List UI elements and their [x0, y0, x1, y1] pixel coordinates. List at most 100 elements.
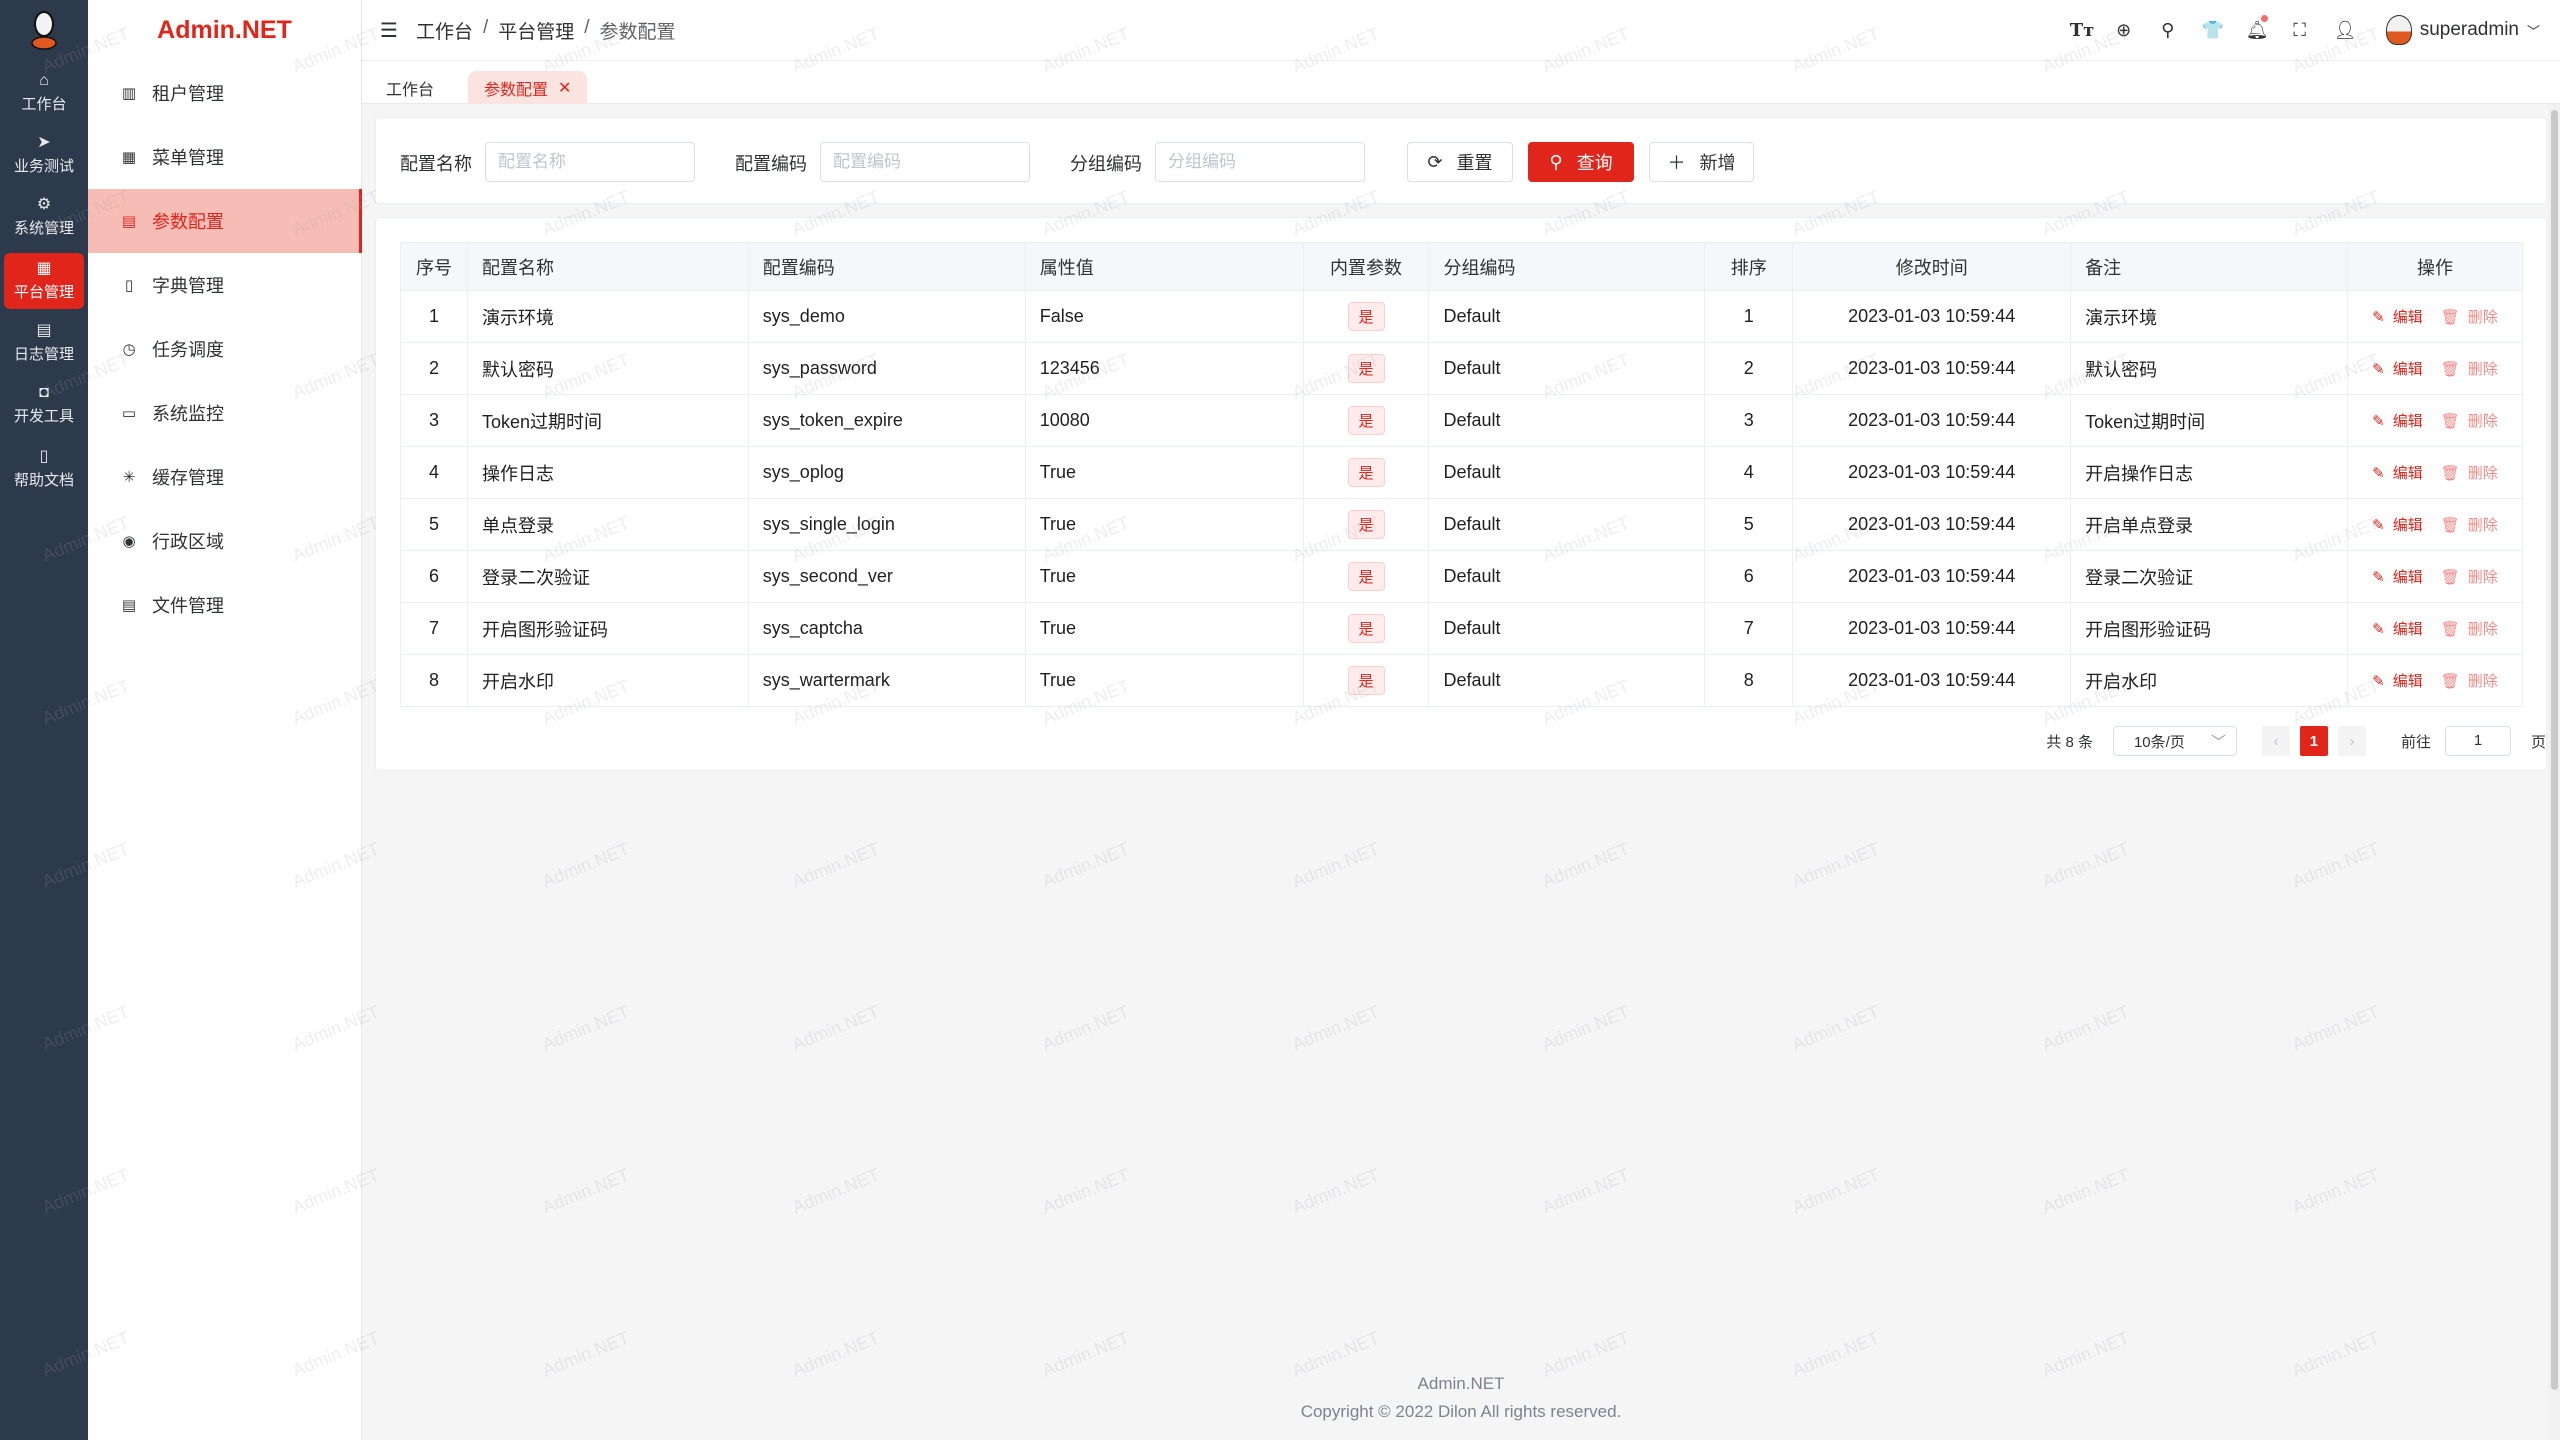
config-code-input[interactable]: 配置编码: [820, 142, 1030, 182]
submenu-item[interactable]: ▭ 系统监控: [88, 381, 362, 445]
table-cell: 8: [400, 654, 468, 707]
submenu-item[interactable]: ▤ 参数配置: [88, 189, 362, 253]
builtin-tag: 是: [1347, 614, 1385, 643]
column-header: 分组编码: [1428, 242, 1706, 291]
table-card: 序号 配置名称 配置编码 属性值 内置参数 分组编码 排序 修改时间 备注 操作 1 演示环境 sys…: [375, 217, 2547, 771]
theme-shirt-icon[interactable]: 👕: [2201, 19, 2225, 40]
close-icon[interactable]: ✕: [558, 79, 572, 97]
group-code-input[interactable]: 分组编码: [1155, 142, 1365, 182]
edit-button[interactable]: ✎ 编辑: [2372, 358, 2423, 379]
prev-page-button[interactable]: ‹: [2261, 726, 2290, 756]
table-cell: 5: [400, 498, 468, 551]
rail-item[interactable]: ⌂ 工作台: [4, 65, 84, 121]
collapse-menu-icon[interactable]: ☰: [380, 19, 398, 42]
rail-item[interactable]: ⚙ 系统管理: [4, 189, 84, 245]
watermark: Admin.NET: [539, 1001, 633, 1055]
table-cell: Token过期时间: [466, 394, 749, 447]
rail-item[interactable]: ▯ 帮助文档: [4, 441, 84, 497]
breadcrumb-current: 参数配置: [599, 21, 676, 43]
submenu-item[interactable]: ▯ 字典管理: [88, 253, 362, 317]
trash-icon: 🗑︎: [2440, 464, 2460, 482]
breadcrumb-item[interactable]: 平台管理: [498, 21, 575, 43]
edit-icon: ✎: [2372, 516, 2385, 534]
table-cell: 开启水印: [2070, 654, 2348, 707]
reset-button[interactable]: ⟳ 重置: [1407, 142, 1513, 182]
trash-icon: 🗑︎: [2440, 568, 2460, 586]
edit-button[interactable]: ✎ 编辑: [2372, 618, 2423, 639]
delete-button[interactable]: 🗑︎ 删除: [2441, 410, 2498, 431]
edit-button[interactable]: ✎ 编辑: [2372, 670, 2423, 691]
table-cell: 开启图形验证码: [2070, 602, 2348, 655]
rail-item[interactable]: ➤ 业务测试: [4, 127, 84, 183]
submenu-item-label: 行政区域: [152, 532, 224, 552]
page-1-button[interactable]: 1: [2299, 726, 2328, 756]
book-icon: ▯: [39, 448, 49, 465]
query-button[interactable]: ⚲ 查询: [1528, 142, 1634, 182]
rail-item[interactable]: ▤ 日志管理: [4, 315, 84, 371]
actions-cell: ✎ 编辑 🗑︎ 删除: [2346, 654, 2524, 707]
submenu-item[interactable]: ▤ 文件管理: [88, 573, 362, 637]
bell-icon[interactable]: 🔔︎: [2246, 14, 2269, 41]
table-cell: sys_oplog: [747, 446, 1026, 499]
tab-workbench[interactable]: 工作台: [370, 71, 450, 104]
column-header: 排序: [1704, 242, 1794, 291]
loading-icon: ✳: [122, 469, 136, 486]
delete-button[interactable]: 🗑︎ 删除: [2441, 358, 2498, 379]
delete-button[interactable]: 🗑︎ 删除: [2441, 566, 2498, 587]
builtin-tag: 是: [1347, 354, 1385, 383]
delete-button[interactable]: 🗑︎ 删除: [2441, 670, 2498, 691]
font-size-icon[interactable]: Tт: [2069, 19, 2095, 41]
column-header: 修改时间: [1792, 242, 2072, 291]
page-suffix: 页: [2530, 733, 2546, 751]
actions-cell: ✎ 编辑 🗑︎ 删除: [2346, 550, 2524, 603]
rail-item[interactable]: ▦ 平台管理: [4, 253, 84, 309]
delete-button[interactable]: 🗑︎ 删除: [2441, 618, 2498, 639]
search-icon[interactable]: ⚲: [2161, 19, 2175, 40]
watermark: Admin.NET: [1039, 838, 1133, 892]
delete-button[interactable]: 🗑︎ 删除: [2441, 514, 2498, 535]
edit-button[interactable]: ✎ 编辑: [2372, 410, 2423, 431]
submenu-item-label: 字典管理: [152, 276, 224, 296]
add-button[interactable]: ＋ 新增: [1649, 142, 1754, 182]
language-icon[interactable]: ⊕: [2116, 19, 2132, 40]
search-icon: ⚲: [1549, 151, 1563, 172]
next-page-button[interactable]: ›: [2337, 726, 2366, 756]
scrollbar-thumb[interactable]: [2551, 110, 2558, 1390]
edit-button[interactable]: ✎ 编辑: [2372, 514, 2423, 535]
chevron-down-icon: ﹀: [2210, 733, 2226, 751]
actions-cell: ✎ 编辑 🗑︎ 删除: [2346, 342, 2524, 395]
config-name-input[interactable]: 配置名称: [485, 142, 695, 182]
submenu-item[interactable]: ✳ 缓存管理: [88, 445, 362, 509]
table-cell: 开启操作日志: [2070, 446, 2348, 499]
rail-item[interactable]: ◘ 开发工具: [4, 377, 84, 433]
page-size-select[interactable]: 10条/页 ﹀: [2112, 726, 2237, 756]
submenu-item[interactable]: ▦ 菜单管理: [88, 125, 362, 189]
edit-button[interactable]: ✎ 编辑: [2372, 462, 2423, 483]
chevron-down-icon: ﹀: [2526, 23, 2540, 39]
breadcrumb-item[interactable]: 工作台: [415, 21, 473, 43]
submenu-item[interactable]: ◉ 行政区域: [88, 509, 362, 573]
table-cell: Default: [1428, 446, 1706, 499]
fullscreen-icon[interactable]: ⛶: [2293, 19, 2306, 40]
rail-item-label: 系统管理: [13, 220, 74, 237]
edit-button[interactable]: ✎ 编辑: [2372, 566, 2423, 587]
search-form: 配置名称 配置名称 配置编码 配置编码 分组编码 分组编码 ⟳ 重置 ⚲ 查询 ＋ 新…: [375, 117, 2547, 204]
refresh-icon: ⟳: [1427, 151, 1443, 172]
submenu-item[interactable]: ▥ 租户管理: [88, 61, 362, 125]
delete-button[interactable]: 🗑︎ 删除: [2441, 306, 2498, 327]
edit-label: 编辑: [2392, 621, 2423, 639]
table-cell: 2023-01-03 10:59:44: [1792, 394, 2072, 447]
actions-cell: ✎ 编辑 🗑︎ 删除: [2346, 394, 2524, 447]
table-cell: 7: [1704, 602, 1794, 655]
page-scrollbar[interactable]: [2548, 104, 2560, 1440]
tab-config[interactable]: 参数配置 ✕: [468, 71, 588, 104]
user-icon[interactable]: 👤︎: [2333, 19, 2357, 40]
user-menu[interactable]: superadmin ﹀: [2385, 15, 2540, 45]
edit-button[interactable]: ✎ 编辑: [2372, 306, 2423, 327]
config-code-label: 配置编码: [735, 154, 807, 174]
goto-page-input[interactable]: 1: [2444, 726, 2511, 756]
delete-button[interactable]: 🗑︎ 删除: [2441, 462, 2498, 483]
copyright: Copyright © 2022 Dilon All rights reserv…: [1300, 1402, 1622, 1421]
table-cell: True: [1024, 654, 1304, 707]
submenu-item[interactable]: ◷ 任务调度: [88, 317, 362, 381]
